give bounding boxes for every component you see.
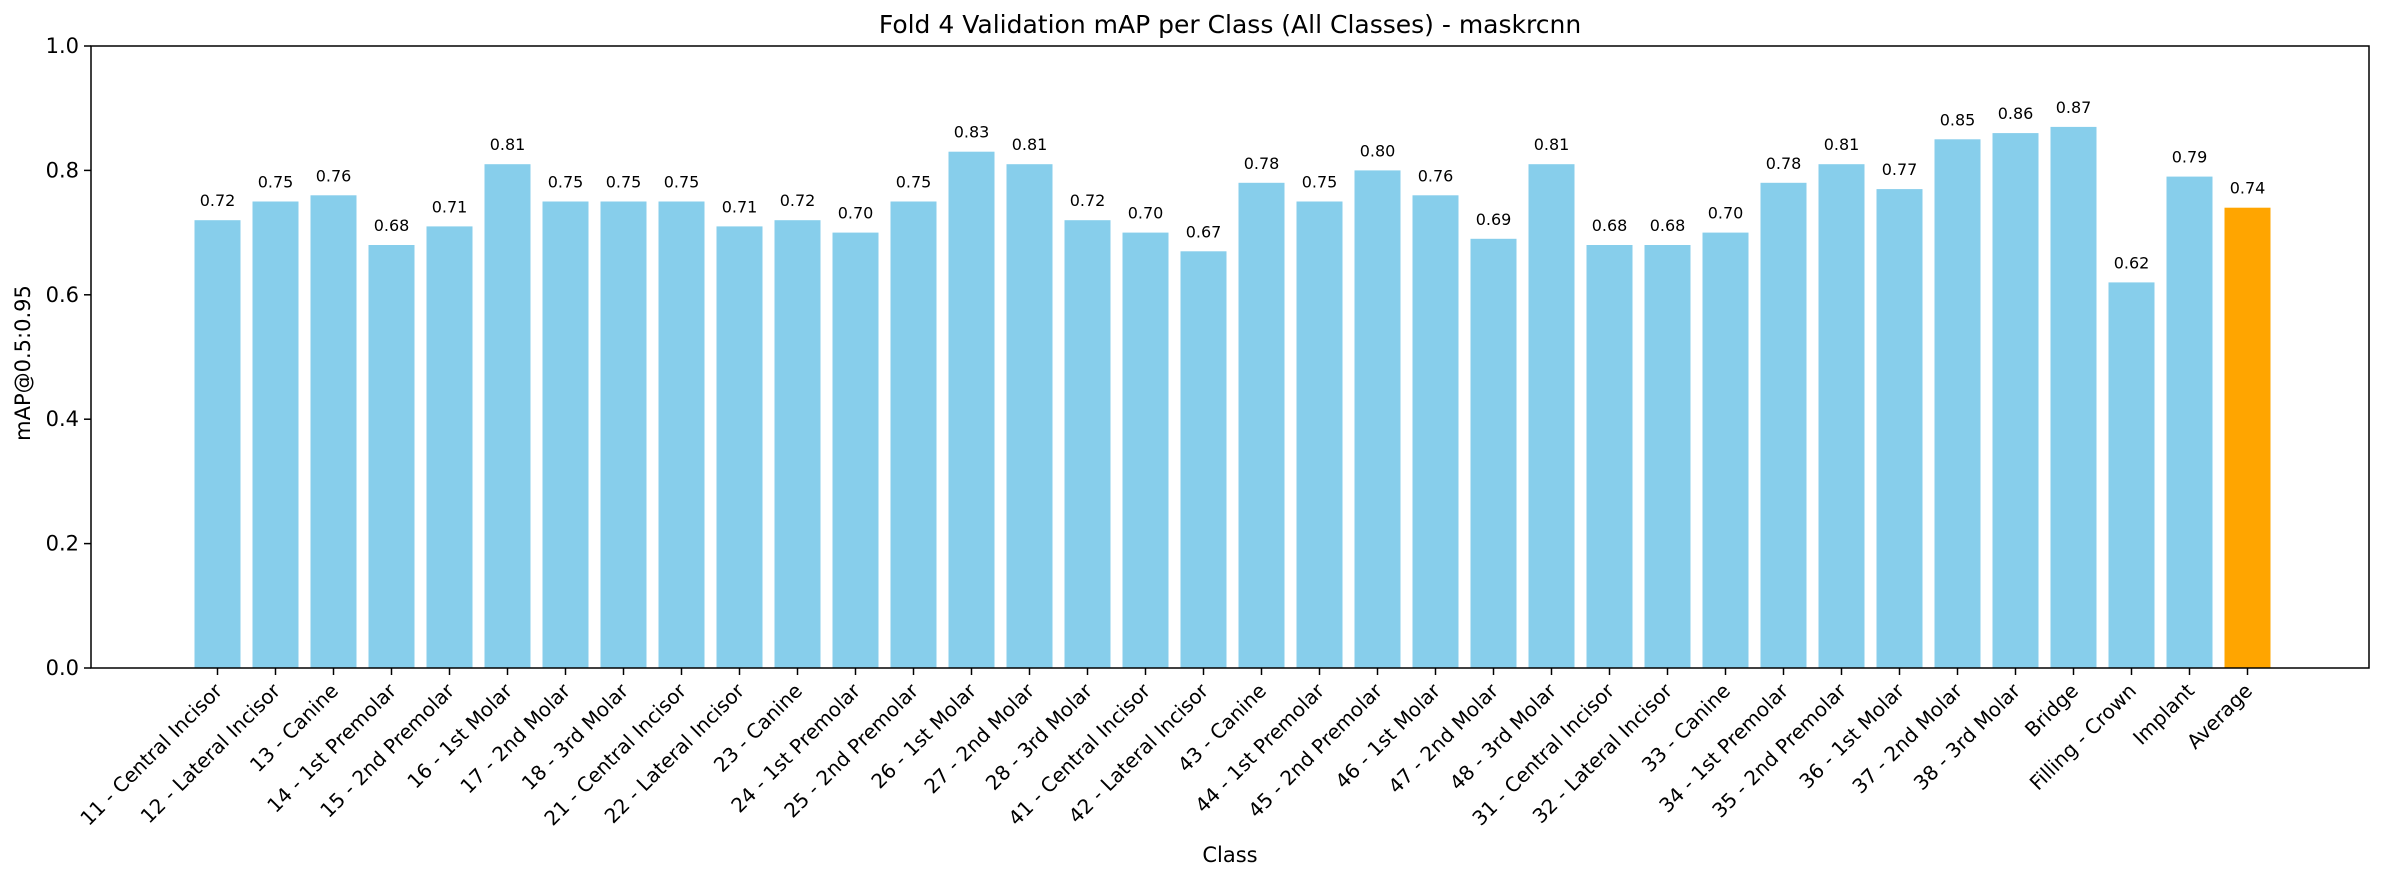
y-tick-label: 0.0 xyxy=(46,656,79,680)
bar xyxy=(252,201,299,668)
bar xyxy=(1934,139,1981,669)
bar xyxy=(484,164,531,668)
bar xyxy=(1876,189,1923,668)
bar-value-label: 0.75 xyxy=(896,173,932,192)
bar xyxy=(1064,220,1111,668)
x-tick-label: Filling - Crown xyxy=(2025,679,2141,795)
y-tick-label: 0.4 xyxy=(46,407,79,431)
bar xyxy=(368,245,415,668)
bar xyxy=(1122,232,1169,668)
x-tick-label: 38 - 3rd Molar xyxy=(1909,678,2026,795)
bar-value-label: 0.69 xyxy=(1476,210,1512,229)
y-tick-label: 0.2 xyxy=(46,532,79,556)
bar xyxy=(1238,182,1285,669)
bar-value-label: 0.81 xyxy=(1824,135,1860,154)
bar-value-label: 0.85 xyxy=(1940,110,1976,129)
bar xyxy=(1586,245,1633,668)
bar xyxy=(426,226,473,668)
bar-value-label: 0.81 xyxy=(1534,135,1570,154)
bar xyxy=(1528,164,1575,668)
bars-group xyxy=(194,126,2271,669)
bar xyxy=(310,195,357,669)
bar xyxy=(832,232,879,668)
x-axis-label: Class xyxy=(1202,843,1257,867)
bar-value-label: 0.75 xyxy=(664,173,700,192)
bar-value-label: 0.68 xyxy=(374,216,410,235)
bar xyxy=(1470,238,1517,669)
bar-value-label: 0.67 xyxy=(1186,222,1222,241)
chart-title: Fold 4 Validation mAP per Class (All Cla… xyxy=(879,10,1581,39)
bar-value-label: 0.78 xyxy=(1244,154,1280,173)
bar-value-label: 0.70 xyxy=(1708,204,1744,223)
bar-value-label: 0.76 xyxy=(1418,166,1454,185)
data-labels-group: 0.72 0.75 0.76 0.68 0.71 0.81 0.75 0.75 0.75 0.71… xyxy=(200,98,2266,272)
bar-value-label: 0.75 xyxy=(548,173,584,192)
bar-value-label: 0.86 xyxy=(1998,104,2034,123)
bar-value-label: 0.68 xyxy=(1650,216,1686,235)
bar xyxy=(1180,251,1227,669)
bar-value-label: 0.74 xyxy=(2230,179,2266,198)
bar-value-label: 0.80 xyxy=(1360,141,1396,160)
bar-value-label: 0.62 xyxy=(2114,253,2150,272)
bar-value-label: 0.70 xyxy=(1128,204,1164,223)
bar xyxy=(2166,176,2213,668)
bar xyxy=(1760,182,1807,669)
bar-value-label: 0.70 xyxy=(838,204,874,223)
y-tick-label: 0.8 xyxy=(46,158,79,182)
bar xyxy=(542,201,589,668)
bar xyxy=(774,220,821,668)
bar-value-label: 0.76 xyxy=(316,166,352,185)
bar-value-label: 0.78 xyxy=(1766,154,1802,173)
y-axis-ticks: 0.0 0.2 0.4 0.6 0.8 1.0 xyxy=(46,34,91,680)
bar-value-label: 0.75 xyxy=(606,173,642,192)
bar xyxy=(948,151,995,668)
y-axis-label: mAP@0.5:0.95 xyxy=(11,285,35,441)
bar-value-label: 0.75 xyxy=(258,173,294,192)
bar-value-label: 0.87 xyxy=(2056,98,2092,117)
bar-value-label: 0.83 xyxy=(954,123,990,142)
bar xyxy=(2050,126,2097,668)
bar-value-label: 0.71 xyxy=(432,197,468,216)
bar xyxy=(1006,164,1053,668)
bar xyxy=(1992,133,2039,669)
bar-value-label: 0.72 xyxy=(200,191,236,210)
bar xyxy=(1412,195,1459,669)
y-tick-label: 0.6 xyxy=(46,283,79,307)
bar xyxy=(1354,170,1401,668)
bar xyxy=(1702,232,1749,668)
y-tick-label: 1.0 xyxy=(46,34,79,58)
bar-value-label: 0.77 xyxy=(1882,160,1918,179)
bar-value-label: 0.81 xyxy=(490,135,526,154)
bar xyxy=(1296,201,1343,668)
bar xyxy=(1818,164,1865,668)
bar xyxy=(890,201,937,668)
bar xyxy=(658,201,705,668)
bar-value-label: 0.75 xyxy=(1302,173,1338,192)
bar-value-label: 0.72 xyxy=(780,191,816,210)
bar-value-label: 0.68 xyxy=(1592,216,1628,235)
bar xyxy=(716,226,763,668)
bar xyxy=(194,220,241,668)
plot-frame xyxy=(90,45,2370,669)
bar xyxy=(2108,282,2155,668)
bar-average xyxy=(2224,207,2271,668)
bar-value-label: 0.81 xyxy=(1012,135,1048,154)
bar-value-label: 0.79 xyxy=(2172,148,2208,167)
bar xyxy=(1644,245,1691,668)
bar-value-label: 0.72 xyxy=(1070,191,1106,210)
bar xyxy=(600,201,647,668)
bar-value-label: 0.71 xyxy=(722,197,758,216)
